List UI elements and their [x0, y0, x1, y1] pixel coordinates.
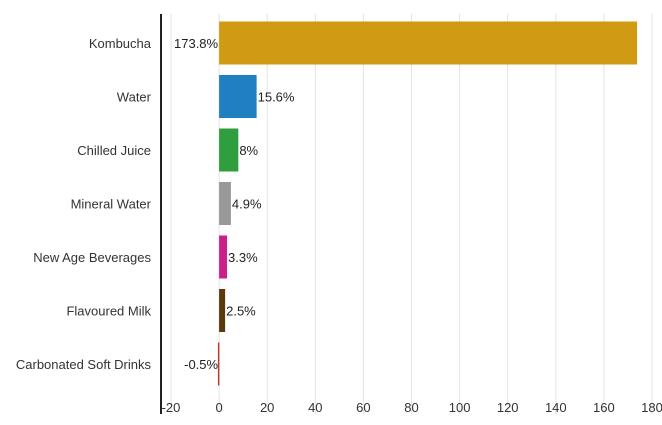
x-tick-label: 160 — [593, 400, 615, 415]
x-tick-label: 180 — [641, 400, 662, 415]
x-tick-label: 20 — [260, 400, 274, 415]
value-label: 2.5% — [226, 304, 256, 319]
bar — [217, 342, 220, 386]
category-label: Chilled Juice — [77, 143, 151, 158]
bar — [219, 182, 231, 225]
bar — [219, 75, 257, 118]
x-tick-label: 80 — [404, 400, 418, 415]
bars — [217, 21, 638, 386]
category-labels: Kombucha Water Chilled Juice Mineral Water N… — [16, 36, 152, 372]
x-tick-label: 0 — [215, 400, 222, 415]
value-label: 8% — [239, 143, 258, 158]
value-label: 15.6% — [258, 90, 295, 105]
bar — [219, 289, 226, 332]
category-label: Flavoured Milk — [66, 304, 151, 319]
category-label: New Age Beverages — [33, 250, 151, 265]
x-tick-label: -20 — [162, 400, 181, 415]
value-label: -0.5% — [184, 357, 218, 372]
x-tick-label: 140 — [545, 400, 567, 415]
x-tick-labels: -20 0 20 40 60 80 100 120 140 160 180 — [162, 400, 662, 415]
value-label: 173.8% — [174, 36, 219, 51]
category-label: Mineral Water — [71, 197, 152, 212]
value-label: 3.3% — [228, 250, 258, 265]
category-label: Water — [117, 90, 152, 105]
bar — [219, 21, 638, 65]
x-tick-label: 120 — [497, 400, 519, 415]
category-label: Kombucha — [89, 36, 152, 51]
bar — [219, 235, 228, 279]
x-tick-label: 100 — [449, 400, 471, 415]
x-tick-label: 60 — [356, 400, 370, 415]
bar — [219, 128, 239, 172]
category-label: Carbonated Soft Drinks — [16, 357, 152, 372]
gridlines — [170, 14, 653, 414]
x-tick-label: 40 — [308, 400, 322, 415]
value-label: 4.9% — [232, 197, 262, 212]
value-labels: 173.8% 15.6% 8% 4.9% 3.3% 2.5% -0.5% — [174, 36, 295, 372]
